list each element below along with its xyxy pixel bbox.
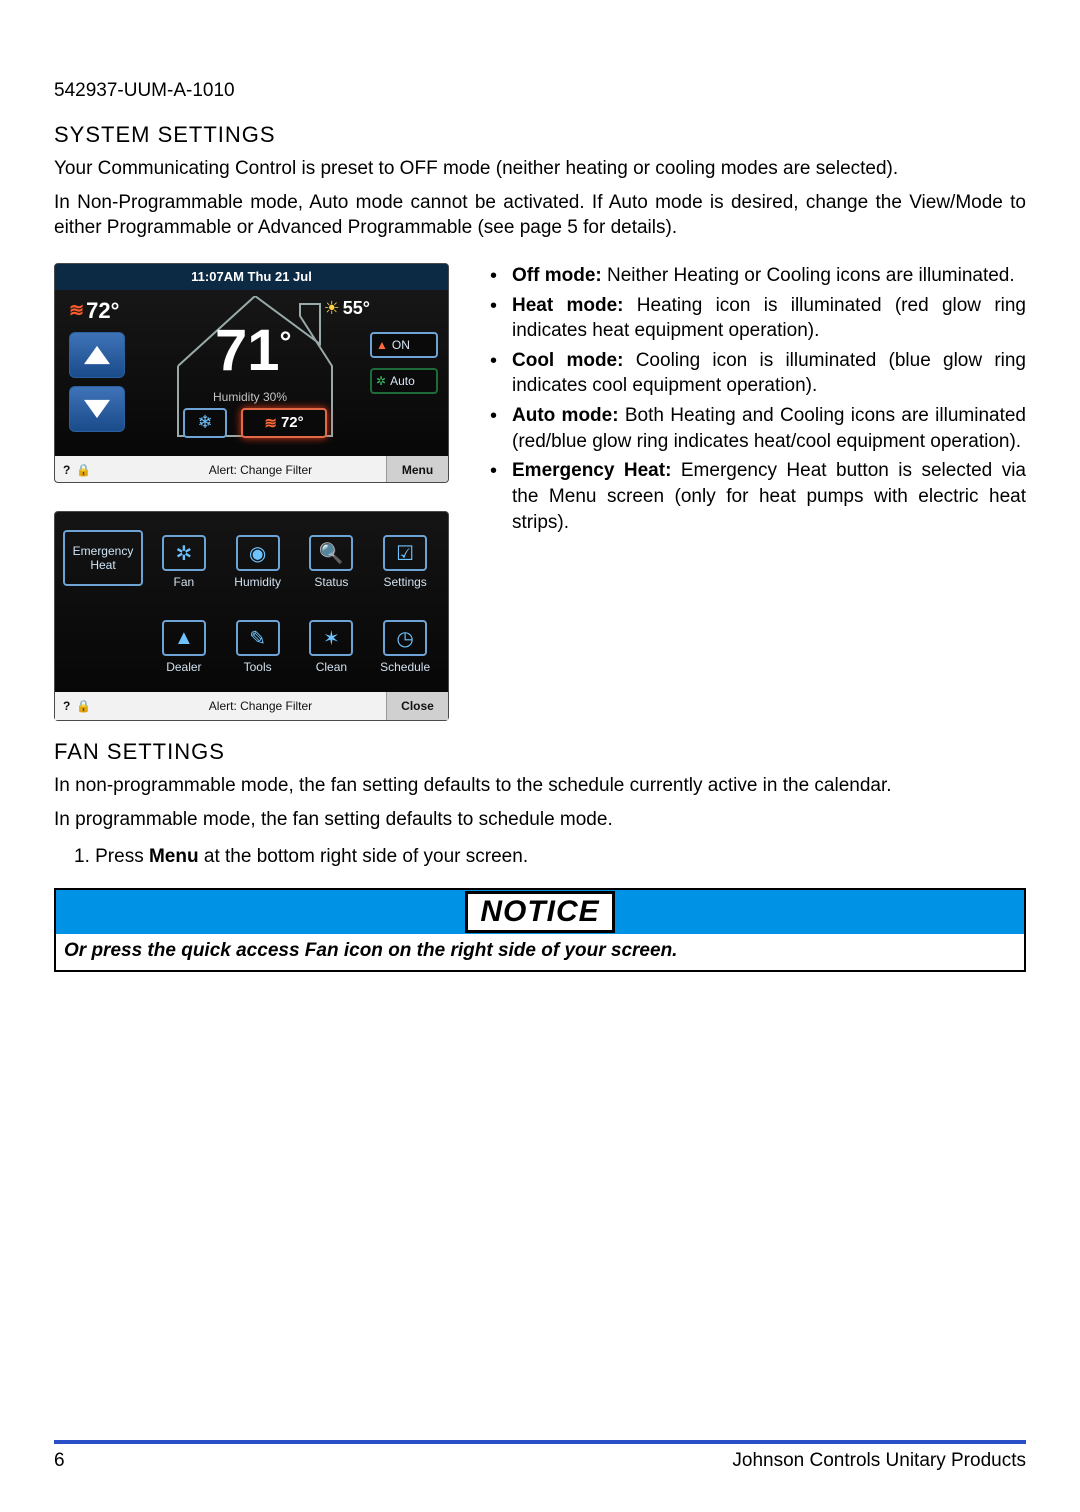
menu-grid: ✲Fan ◉Humidity 🔍Status ☑Settings ▲Dealer… <box>149 522 440 688</box>
clean-icon: ✶ <box>309 620 353 656</box>
menu-dealer[interactable]: ▲Dealer <box>149 607 219 688</box>
menu-clean[interactable]: ✶Clean <box>297 607 367 688</box>
fan-auto-pill[interactable]: ✲ Auto <box>370 368 438 394</box>
off-mode-item: Off mode: Neither Heating or Cooling ico… <box>512 263 1026 289</box>
on-label: ON <box>392 338 410 352</box>
cool-mode-chip[interactable]: ❄ <box>183 408 227 438</box>
menu-tools[interactable]: ✎Tools <box>223 607 293 688</box>
outdoor-value: 55° <box>343 298 370 319</box>
alert-text: Alert: Change Filter <box>135 699 386 713</box>
notice-body: Or press the quick access Fan icon on th… <box>56 934 1024 970</box>
setpoint-temp: ≋ 72° <box>69 298 119 324</box>
snowflake-icon: ❄ <box>197 412 212 433</box>
temp-up-button[interactable] <box>69 332 125 378</box>
dealer-icon: ▲ <box>162 620 206 656</box>
heat-target: 72° <box>281 414 304 431</box>
menu-button[interactable]: Menu <box>386 456 448 483</box>
fan-settings-p1: In non-programmable mode, the fan settin… <box>54 773 1026 799</box>
heat-waves-icon: ≋ <box>264 414 277 432</box>
system-settings-p2: In Non-Programmable mode, Auto mode cann… <box>54 190 1026 241</box>
lock-icon[interactable]: 🔒 <box>76 463 91 477</box>
alert-text: Alert: Change Filter <box>135 463 386 477</box>
help-icon[interactable]: ? <box>63 699 70 713</box>
humidity-icon: ◉ <box>236 535 280 571</box>
settings-icon: ☑ <box>383 535 427 571</box>
menu-schedule[interactable]: ◷Schedule <box>370 607 440 688</box>
notice-box: NOTICE Or press the quick access Fan ico… <box>54 888 1026 972</box>
schedule-iconed: ◷ <box>383 620 427 656</box>
status-icon: 🔍 <box>309 535 353 571</box>
page-number: 6 <box>54 1450 65 1472</box>
fan-icon: ✲ <box>376 374 386 388</box>
mode-description-list: Off mode: Neither Heating or Cooling ico… <box>482 263 1026 535</box>
menu-status[interactable]: 🔍Status <box>297 522 367 603</box>
menu-humidity[interactable]: ◉Humidity <box>223 522 293 603</box>
tools-icon: ✎ <box>236 620 280 656</box>
thermostat-menu-screen: Emergency Heat ✲Fan ◉Humidity 🔍Status ☑S… <box>54 511 449 721</box>
notice-label: NOTICE <box>465 891 614 933</box>
thermostat-home-screen: 11:07AM Thu 21 Jul ≋ 72° <box>54 263 449 483</box>
help-icon[interactable]: ? <box>63 463 70 477</box>
heat-mode-item: Heat mode: Heating icon is illuminated (… <box>512 293 1026 344</box>
sun-icon: ☀ <box>324 298 340 319</box>
thermo-datetime: 11:07AM Thu 21 Jul <box>55 264 448 290</box>
indoor-temp: 71° <box>215 322 292 380</box>
heat-mode-chip[interactable]: ≋ 72° <box>241 408 327 438</box>
outdoor-temp: ☀ 55° <box>324 298 370 319</box>
fan-settings-heading: FAN SETTINGS <box>54 739 1026 765</box>
menu-fan[interactable]: ✲Fan <box>149 522 219 603</box>
system-settings-p1: Your Communicating Control is preset to … <box>54 156 1026 182</box>
temp-down-button[interactable] <box>69 386 125 432</box>
lock-icon[interactable]: 🔒 <box>76 699 91 713</box>
step-1: 1. Press Menu at the bottom right side o… <box>74 846 1026 868</box>
fan-settings-p2: In programmable mode, the fan setting de… <box>54 807 1026 833</box>
cool-mode-item: Cool mode: Cooling icon is illuminated (… <box>512 348 1026 399</box>
em-heat-line1: Emergency <box>73 544 134 558</box>
fan-icon: ✲ <box>162 535 206 571</box>
emergency-heat-button[interactable]: Emergency Heat <box>63 530 143 586</box>
notice-bar: NOTICE <box>56 890 1024 934</box>
menu-settings[interactable]: ☑Settings <box>370 522 440 603</box>
flame-icon: ▲ <box>376 338 388 352</box>
emergency-heat-item: Emergency Heat: Emergency Heat button is… <box>512 458 1026 535</box>
document-id: 542937-UUM-A-1010 <box>54 80 1026 102</box>
close-button[interactable]: Close <box>386 692 448 720</box>
auto-label: Auto <box>390 374 415 388</box>
system-settings-heading: SYSTEM SETTINGS <box>54 122 1026 148</box>
humidity-label: Humidity 30% <box>213 390 287 404</box>
auto-mode-item: Auto mode: Both Heating and Cooling icon… <box>512 403 1026 454</box>
system-on-pill[interactable]: ▲ ON <box>370 332 438 358</box>
em-heat-line2: Heat <box>90 558 115 572</box>
footer-company: Johnson Controls Unitary Products <box>732 1450 1026 1472</box>
setpoint-value: 72° <box>86 298 119 324</box>
heat-waves-icon: ≋ <box>69 300 84 321</box>
footer-rule <box>54 1440 1026 1444</box>
